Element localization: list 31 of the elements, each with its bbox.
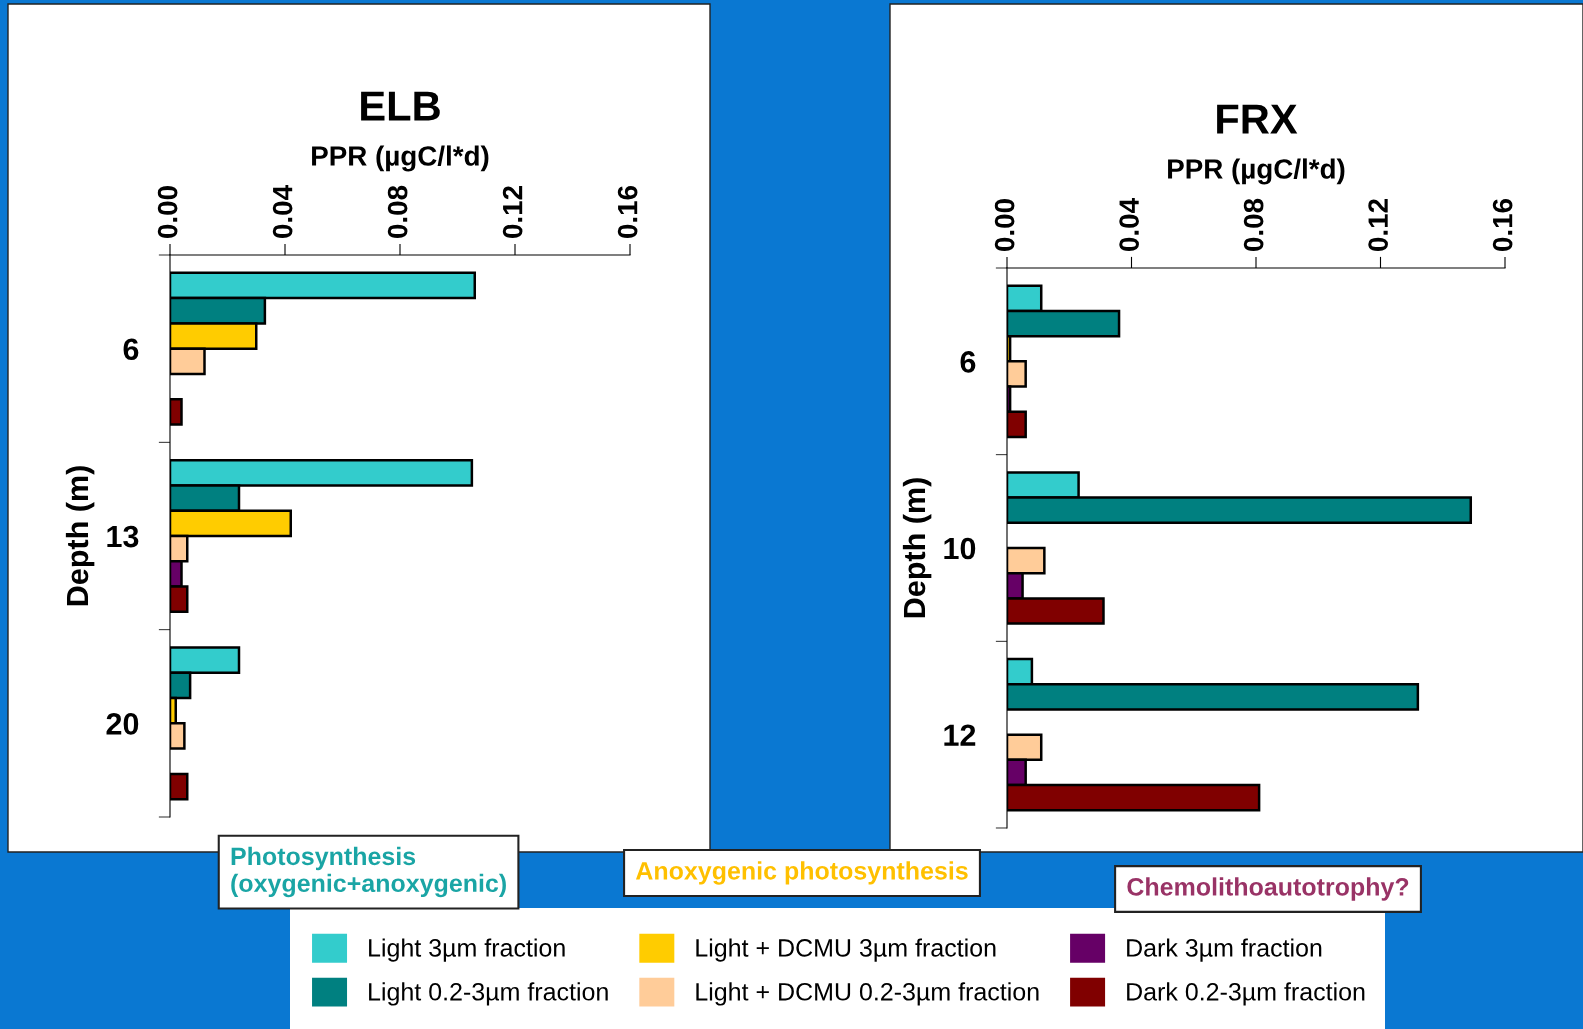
x-tick-label: 0.04 — [272, 185, 293, 238]
x-tick-label: 0.08 — [1243, 198, 1264, 251]
y-tick-label: 6 — [960, 351, 976, 373]
x-tick-label: 0.12 — [1368, 199, 1388, 251]
x-axis-title: PPR (µgC/l*d) — [1168, 158, 1345, 185]
chart-title: FRX — [1217, 104, 1298, 134]
text: Chemolithoautotrophy? — [1127, 877, 1409, 901]
legend-label: Light + DCMU 0.2-3µm fraction — [696, 982, 1039, 1006]
legend-label: Light + DCMU 3µm fraction — [696, 938, 996, 962]
y-tick-label: 13 — [107, 525, 139, 548]
legend-label: Light 0.2-3µm fraction — [369, 982, 608, 1006]
y-tick-label: 6 — [123, 338, 139, 361]
y-tick-label: 12 — [944, 724, 976, 746]
x-axis-title: PPR (µgC/l*d) — [312, 145, 489, 172]
y-tick-label: 10 — [944, 537, 976, 560]
y-tick-label: 20 — [106, 713, 139, 735]
x-tick-label: 0.04 — [1119, 198, 1139, 251]
legend-label: Dark 0.2-3µm fraction — [1127, 982, 1365, 1006]
chart-title: ELB — [361, 91, 440, 121]
y-axis-title: Depth (m) — [902, 478, 932, 618]
legend-label: Dark 3µm fraction — [1127, 938, 1322, 962]
x-tick-label: 0.08 — [387, 185, 408, 238]
y-axis-title: Depth (m) — [65, 466, 95, 606]
text: Photosynthesis (oxygenic+anoxygenic) — [231, 846, 506, 898]
x-tick-label: 0.12 — [502, 186, 523, 238]
x-tick-label: 0.16 — [617, 185, 638, 238]
legend-label: Light 3µm fraction — [369, 938, 565, 962]
x-tick-label: 0.16 — [1492, 198, 1513, 251]
text: Anoxygenic photosynthesis — [635, 861, 968, 885]
x-tick-label: 0.00 — [157, 186, 178, 238]
x-tick-label: 0.00 — [994, 199, 1015, 251]
